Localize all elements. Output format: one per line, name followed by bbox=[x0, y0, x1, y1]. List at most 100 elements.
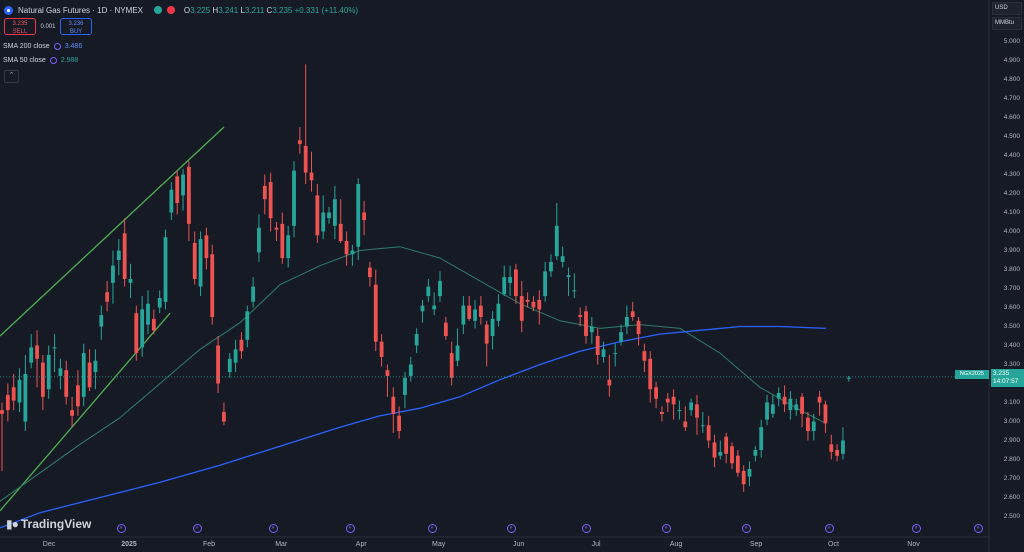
open-value: 3.225 bbox=[190, 5, 211, 15]
y-tick-label: 4.800 bbox=[1003, 75, 1020, 83]
candle-body bbox=[800, 396, 804, 414]
candle-body bbox=[560, 256, 565, 262]
candle-body bbox=[403, 377, 407, 395]
candle-body bbox=[426, 286, 431, 297]
y-tick-label: 4.400 bbox=[1003, 151, 1020, 159]
candle-body bbox=[157, 298, 162, 308]
candle-body bbox=[537, 299, 542, 310]
collapse-legend-button[interactable]: ⌃ bbox=[4, 70, 19, 83]
y-tick-label: 4.700 bbox=[1003, 94, 1020, 102]
candle-body bbox=[490, 318, 495, 336]
event-marker-icon[interactable]: » bbox=[581, 524, 591, 533]
candle-body bbox=[46, 355, 51, 390]
y-tick-label: 3.900 bbox=[1003, 246, 1020, 254]
candle-body bbox=[58, 368, 63, 376]
candle-body bbox=[543, 271, 548, 297]
candle-body bbox=[186, 166, 191, 224]
candle-body bbox=[613, 353, 618, 355]
candle-body bbox=[788, 398, 793, 411]
candle-body bbox=[5, 394, 10, 411]
candle-body bbox=[654, 387, 658, 399]
event-marker-icon[interactable]: » bbox=[427, 524, 437, 533]
close-value: 3.235 bbox=[272, 5, 293, 15]
x-tick-label: Jun bbox=[513, 541, 525, 548]
candle-body bbox=[309, 172, 314, 181]
candle-body bbox=[525, 299, 530, 302]
candle-body bbox=[64, 370, 69, 397]
candle-body bbox=[671, 396, 676, 405]
tradingview-logo-icon: ▮● bbox=[6, 517, 19, 531]
event-marker-icon[interactable]: » bbox=[345, 524, 355, 533]
unit-selector[interactable]: MMBtu bbox=[992, 17, 1022, 30]
candle-body bbox=[642, 351, 647, 361]
buy-button[interactable]: 3.236 BUY bbox=[60, 18, 92, 35]
event-marker-icon[interactable]: » bbox=[741, 524, 751, 533]
x-tick-label: Apr bbox=[355, 541, 367, 548]
tradingview-logo[interactable]: ▮● TradingView bbox=[6, 517, 91, 531]
candle-body bbox=[303, 146, 308, 173]
legend-header: Natural Gas Futures · 1D · NYMEX O3.225 … bbox=[4, 3, 358, 17]
candle-body bbox=[385, 370, 390, 376]
candle-body bbox=[338, 223, 343, 241]
buy-price: 3.236 bbox=[68, 21, 84, 27]
sma200-line bbox=[0, 325, 827, 529]
candle-body bbox=[134, 313, 139, 354]
ohlc-values: O3.225 H3.241 L3.211 C3.235 +0.331 (+11.… bbox=[183, 5, 359, 15]
symbol-logo-icon bbox=[4, 5, 13, 15]
y-tick-label: 3.400 bbox=[1003, 341, 1020, 349]
event-marker-icon[interactable]: » bbox=[192, 524, 202, 533]
event-marker-icon[interactable]: » bbox=[911, 524, 921, 533]
x-tick-label: Aug bbox=[669, 541, 683, 548]
delayed-status-icon[interactable] bbox=[166, 6, 175, 14]
candle-body bbox=[432, 305, 437, 310]
candle-body bbox=[391, 396, 396, 414]
event-marker-icon[interactable]: » bbox=[973, 524, 983, 533]
candle-body bbox=[718, 451, 723, 456]
candle-body bbox=[817, 396, 822, 403]
event-marker-icon[interactable]: » bbox=[268, 524, 278, 533]
candle-body bbox=[449, 353, 454, 378]
sell-button[interactable]: 3.235 SELL bbox=[4, 18, 36, 35]
candle-body bbox=[350, 250, 355, 255]
settings-icon[interactable] bbox=[49, 57, 57, 64]
candle-body bbox=[105, 292, 110, 302]
indicator-sma50[interactable]: SMA 50 close 2.988 bbox=[3, 57, 78, 64]
event-marker-icon[interactable]: » bbox=[116, 524, 126, 533]
candle-body bbox=[630, 311, 635, 317]
buy-label: BUY bbox=[69, 29, 83, 35]
event-marker-icon[interactable]: » bbox=[506, 524, 516, 533]
currency-selector[interactable]: USD bbox=[992, 2, 1022, 15]
candle-body bbox=[268, 182, 273, 219]
symbol-title[interactable]: Natural Gas Futures · 1D · NYMEX bbox=[18, 5, 143, 15]
y-tick-label: 2.800 bbox=[1003, 455, 1020, 463]
event-marker-icon[interactable]: » bbox=[824, 524, 834, 533]
candle-body bbox=[776, 393, 781, 399]
event-marker-icon[interactable]: » bbox=[661, 524, 671, 533]
indicator-sma200[interactable]: SMA 200 close 3.486 bbox=[3, 43, 82, 50]
candle-body bbox=[227, 358, 232, 373]
candle-body bbox=[140, 309, 145, 348]
candle-body bbox=[578, 315, 583, 317]
candle-body bbox=[695, 404, 699, 418]
candle-body bbox=[35, 345, 39, 359]
candle-body bbox=[531, 301, 536, 308]
candle-body bbox=[315, 195, 320, 236]
market-open-status-icon[interactable] bbox=[153, 6, 162, 14]
x-tick-label: May bbox=[432, 541, 446, 548]
candle-body bbox=[29, 347, 34, 363]
candle-body bbox=[648, 358, 653, 390]
candle-body bbox=[344, 241, 349, 255]
candle-body bbox=[473, 309, 477, 321]
candle-body bbox=[239, 339, 244, 352]
candle-body bbox=[356, 184, 361, 247]
x-tick-label: Oct bbox=[828, 541, 839, 548]
candle-body bbox=[467, 305, 472, 319]
candle-body bbox=[362, 212, 366, 221]
candle-body bbox=[514, 269, 518, 297]
candle-body bbox=[76, 385, 80, 407]
candle-body bbox=[478, 305, 483, 317]
settings-icon[interactable] bbox=[53, 43, 61, 50]
candle-body bbox=[753, 450, 758, 456]
y-tick-label: 3.000 bbox=[1003, 417, 1020, 425]
